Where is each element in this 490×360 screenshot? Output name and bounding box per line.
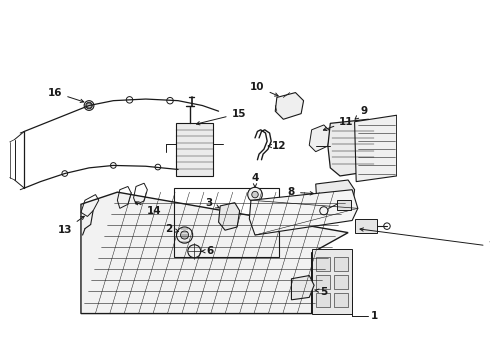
Bar [174,188,279,257]
Circle shape [176,227,193,243]
Text: 7: 7 [360,228,490,251]
Text: 10: 10 [250,82,278,96]
Polygon shape [292,275,314,300]
Circle shape [248,187,262,202]
Circle shape [188,245,201,258]
Circle shape [87,103,92,108]
Text: 14: 14 [135,202,161,216]
Bar [334,257,348,271]
Text: 2: 2 [165,224,178,234]
Bar [316,293,330,307]
Bar [176,123,213,176]
Polygon shape [219,203,240,230]
Text: 4: 4 [251,174,259,187]
Text: 9: 9 [355,106,368,119]
Text: 1: 1 [371,311,378,321]
Polygon shape [275,93,304,119]
Bar [334,275,348,289]
Polygon shape [328,119,379,176]
Text: 11: 11 [323,117,354,131]
Bar [337,200,351,210]
Text: 6: 6 [201,246,214,256]
Text: 12: 12 [268,141,287,151]
Polygon shape [316,180,355,214]
Bar [334,293,348,307]
Text: 15: 15 [196,109,246,125]
Polygon shape [309,125,330,152]
Text: 3: 3 [205,198,219,208]
Circle shape [252,191,258,198]
Polygon shape [81,192,348,314]
Bar [316,275,330,289]
Text: 16: 16 [48,87,84,103]
Bar [355,219,377,233]
Text: 13: 13 [57,216,84,235]
Bar [312,249,352,314]
Polygon shape [249,190,358,235]
Text: 8: 8 [288,187,314,197]
Bar [316,257,330,271]
Polygon shape [355,115,397,181]
Circle shape [180,231,189,239]
Text: 5: 5 [315,287,327,297]
